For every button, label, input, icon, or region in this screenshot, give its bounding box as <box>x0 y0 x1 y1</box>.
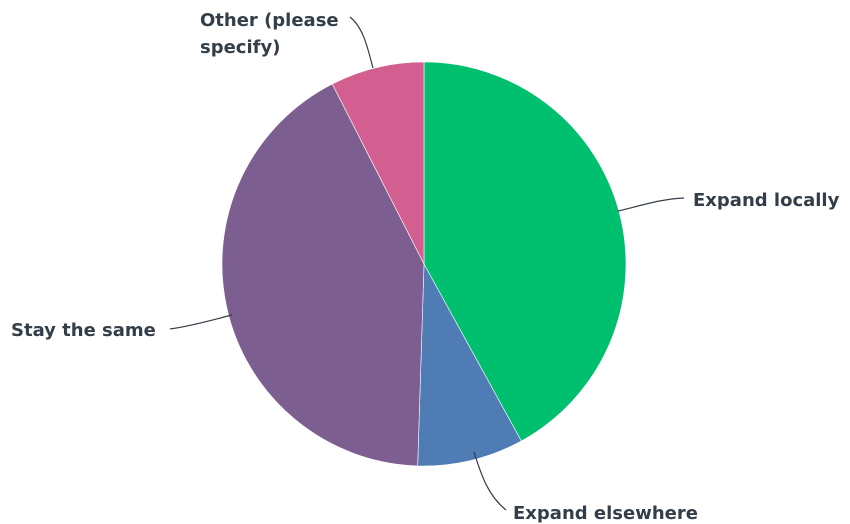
pie-slices <box>221 61 627 467</box>
leader-line-other <box>349 16 374 69</box>
pie-slice-other-please-specify <box>331 61 425 265</box>
leader-line-expand-locally <box>617 197 685 212</box>
leader-line-expand-elsewhere <box>473 451 507 511</box>
slice-label-other-line-1: Other (please <box>200 10 339 31</box>
slice-label-other: Other (please specify) <box>200 10 345 58</box>
leader-line-stay-the-same <box>169 314 233 330</box>
pie-slice-expand-locally <box>423 61 627 442</box>
leader-lines <box>169 16 685 511</box>
slice-label-stay-the-same: Stay the same <box>11 320 156 341</box>
pie-slice-expand-elsewhere <box>417 262 522 467</box>
slice-labels: Expand locally Expand elsewhere Stay the… <box>11 10 840 524</box>
slice-label-other-line-2: specify) <box>200 37 280 58</box>
slice-label-expand-locally: Expand locally <box>693 190 840 211</box>
pie-slice-stay-the-same <box>221 83 425 467</box>
slice-label-expand-elsewhere: Expand elsewhere <box>513 503 698 524</box>
